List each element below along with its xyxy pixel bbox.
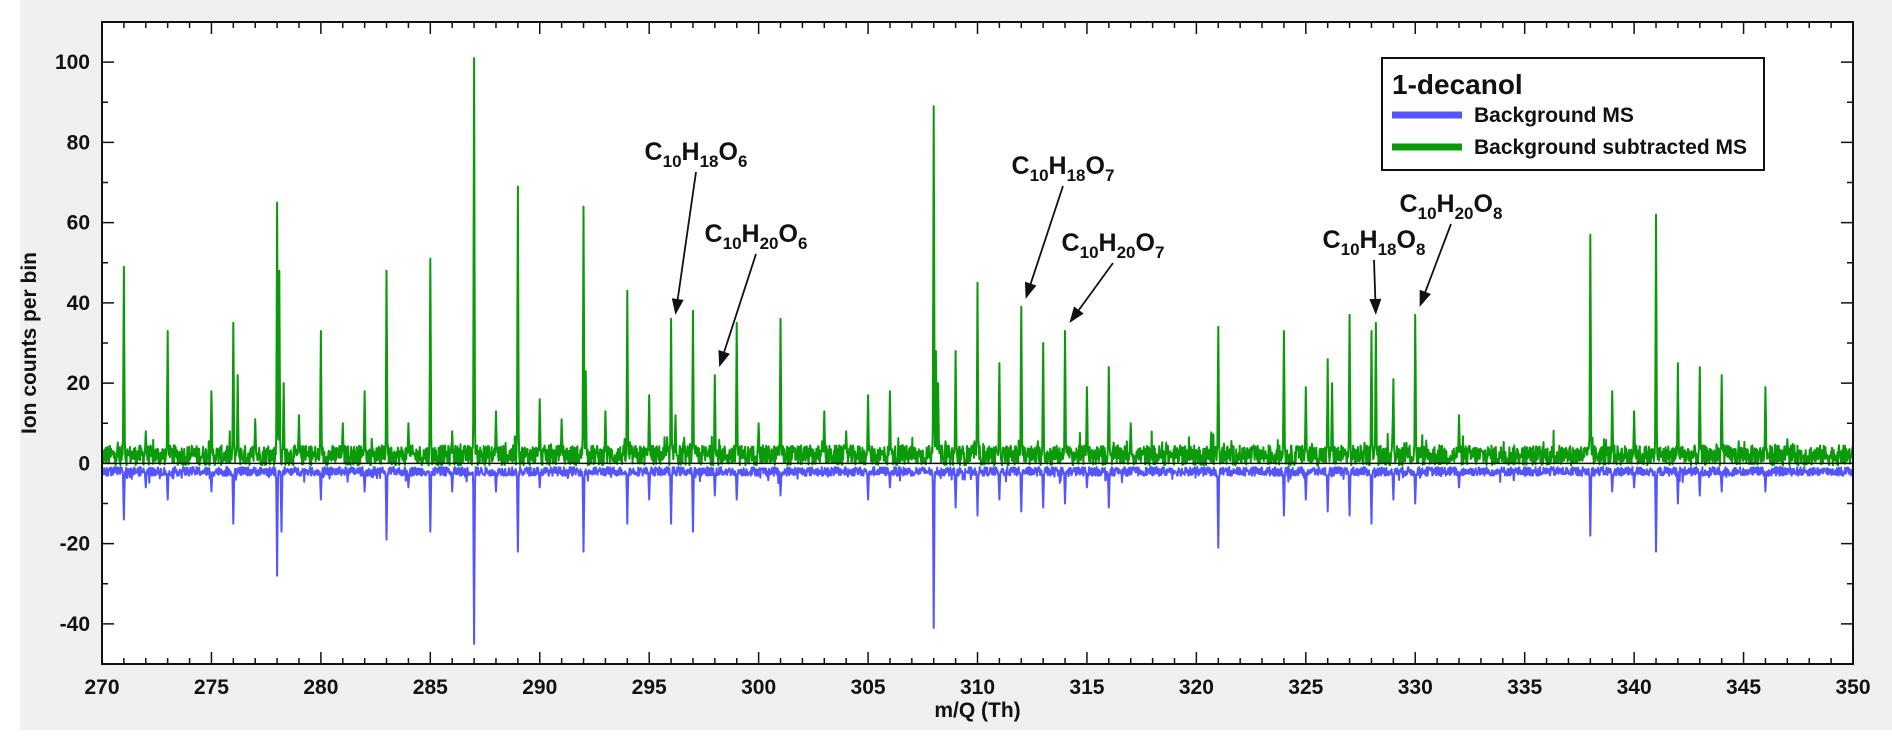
- annotation-arrow-head: [671, 298, 684, 315]
- formula-element: O: [779, 220, 798, 248]
- legend-entry-label: Background subtracted MS: [1474, 136, 1747, 159]
- x-tick-label: 295: [632, 676, 667, 699]
- y-tick-label: -40: [60, 613, 90, 636]
- formula-element: C: [645, 138, 663, 166]
- x-tick-label: 310: [960, 676, 995, 699]
- formula-subscript: 8: [1493, 204, 1502, 223]
- x-tick-label: 305: [851, 676, 886, 699]
- formula-element: C: [705, 220, 723, 248]
- formula-label: C10H18O7: [1012, 152, 1115, 185]
- y-axis-title: Ion counts per bin: [18, 252, 41, 434]
- formula-element: H: [1049, 152, 1067, 180]
- formula-element: C: [1323, 226, 1341, 254]
- y-tick-label: -20: [60, 533, 90, 556]
- formula-subscript: 7: [1105, 166, 1114, 185]
- x-tick-label: 275: [194, 676, 229, 699]
- peak-annotation: C10H20O8: [1400, 190, 1503, 307]
- formula-subscript: 18: [1378, 240, 1397, 259]
- series-line-background-ms: [101, 466, 1854, 645]
- y-tick-label: 0: [78, 452, 90, 475]
- formula-subscript: 10: [1418, 204, 1437, 223]
- annotation-arrow-shaft: [723, 253, 757, 353]
- series-line-background-subtracted-ms: [101, 57, 1854, 467]
- x-tick-label: 330: [1398, 676, 1433, 699]
- formula-element: H: [1360, 226, 1378, 254]
- peak-annotation: C10H18O8: [1323, 226, 1426, 315]
- formula-element: O: [1397, 226, 1416, 254]
- y-tick-label: 80: [67, 131, 90, 154]
- formula-label: C10H20O6: [705, 220, 808, 253]
- peak-annotation: C10H18O6: [645, 138, 748, 315]
- annotation-arrow-shaft: [676, 171, 697, 300]
- formula-subscript: 20: [760, 234, 779, 253]
- y-tick-label: 40: [67, 292, 90, 315]
- formula-subscript: 10: [663, 152, 682, 171]
- formula-element: O: [1086, 152, 1105, 180]
- formula-subscript: 18: [700, 152, 719, 171]
- annotation-arrow-head: [1069, 306, 1084, 323]
- formula-label: C10H18O8: [1323, 226, 1426, 259]
- formula-subscript: 20: [1117, 243, 1136, 262]
- formula-subscript: 10: [1080, 243, 1099, 262]
- formula-subscript: 6: [798, 234, 807, 253]
- x-tick-label: 290: [522, 676, 557, 699]
- formula-subscript: 20: [1455, 204, 1474, 223]
- annotation-arrow-shaft: [1029, 185, 1064, 284]
- y-tick-label: 60: [67, 212, 90, 235]
- formula-subscript: 18: [1067, 166, 1086, 185]
- formula-element: O: [719, 138, 738, 166]
- legend: 1-decanol Background MS Background subtrac…: [1381, 57, 1765, 171]
- annotation-arrow-shaft: [1078, 262, 1114, 311]
- annotation-arrow-shaft: [1424, 223, 1452, 293]
- annotation-arrow-head: [1419, 289, 1431, 307]
- x-tick-label: 280: [303, 676, 338, 699]
- x-tick-label: 285: [413, 676, 448, 699]
- annotation-arrow-head: [718, 350, 730, 368]
- x-tick-label: 340: [1617, 676, 1652, 699]
- x-tick-label: 315: [1069, 676, 1104, 699]
- formula-subscript: 10: [1030, 166, 1049, 185]
- formula-element: O: [1474, 190, 1493, 218]
- formula-element: C: [1400, 190, 1418, 218]
- y-tick-label: 100: [55, 51, 90, 74]
- x-tick-label: 270: [84, 676, 119, 699]
- formula-element: H: [742, 220, 760, 248]
- annotation-arrow-shaft: [1373, 259, 1377, 299]
- x-tick-label: 320: [1179, 676, 1214, 699]
- x-tick-label: 350: [1835, 676, 1870, 699]
- formula-element: C: [1062, 229, 1080, 257]
- formula-element: O: [1136, 229, 1155, 257]
- formula-element: C: [1012, 152, 1030, 180]
- peak-annotation: C10H18O7: [1012, 152, 1115, 299]
- formula-label: C10H18O6: [645, 138, 748, 171]
- formula-element: H: [1099, 229, 1117, 257]
- annotation-arrow-head: [1369, 298, 1382, 315]
- formula-subscript: 10: [723, 234, 742, 253]
- x-tick-label: 335: [1507, 676, 1542, 699]
- formula-subscript: 6: [738, 152, 747, 171]
- x-tick-label: 325: [1288, 676, 1323, 699]
- formula-label: C10H20O8: [1400, 190, 1503, 223]
- x-tick-label: 300: [741, 676, 776, 699]
- legend-entry-label: Background MS: [1474, 104, 1634, 127]
- annotation-arrow-head: [1024, 281, 1037, 299]
- formula-element: H: [1437, 190, 1455, 218]
- formula-subscript: 8: [1416, 240, 1425, 259]
- formula-element: H: [682, 138, 700, 166]
- legend-title: 1-decanol: [1392, 69, 1523, 100]
- peak-annotation: C10H20O7: [1062, 229, 1165, 323]
- formula-label: C10H20O7: [1062, 229, 1165, 262]
- peak-annotation: C10H20O6: [705, 220, 808, 368]
- x-axis-title: m/Q (Th): [934, 699, 1020, 722]
- formula-subscript: 7: [1155, 243, 1164, 262]
- y-tick-label: 20: [67, 372, 90, 395]
- formula-subscript: 10: [1341, 240, 1360, 259]
- x-tick-label: 345: [1726, 676, 1761, 699]
